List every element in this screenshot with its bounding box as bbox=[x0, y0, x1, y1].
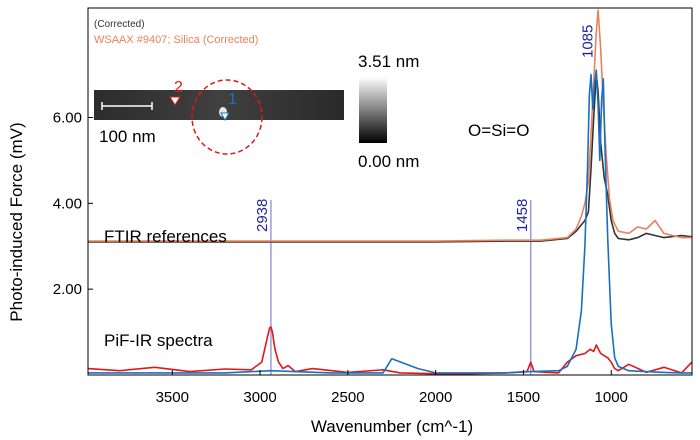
highlight-circle bbox=[191, 79, 263, 155]
series-layer bbox=[87, 9, 693, 375]
series-line-3 bbox=[88, 69, 692, 374]
x-tick-label: 2500 bbox=[331, 389, 364, 406]
colorbar-max-label: 3.51 nm bbox=[358, 52, 419, 71]
x-tick-label: 3500 bbox=[156, 389, 189, 406]
afm-inset: 2 1 100 nm 3.51 nm 0.00 nm bbox=[94, 52, 419, 171]
marker-2-label: 2 bbox=[174, 79, 183, 96]
y-tick-label: 2.00 bbox=[53, 281, 82, 298]
plot-frame bbox=[87, 7, 693, 376]
height-colorbar bbox=[359, 77, 387, 143]
annotation-ftir-references: FTIR references bbox=[104, 227, 227, 246]
colorbar-min-label: 0.00 nm bbox=[358, 152, 419, 171]
marker-2-triangle bbox=[169, 96, 181, 106]
legend-entry-1: WSAAX #9407; Silica (Corrected) bbox=[94, 34, 258, 46]
series-line-0 bbox=[88, 73, 693, 243]
marker-1-label: 1 bbox=[228, 91, 237, 108]
tick-layer: 3500 3000 2500 2000 1500 1000 2.00 4.00 6.00 bbox=[53, 109, 628, 406]
peak-marker-label: 2938 bbox=[254, 199, 271, 232]
scale-bar-label: 100 nm bbox=[99, 127, 156, 146]
x-axis-label: Wavenumber (cm^-1) bbox=[311, 417, 473, 436]
marker-1-triangle bbox=[220, 112, 230, 122]
x-tick-label: 1000 bbox=[595, 389, 628, 406]
y-tick-label: 6.00 bbox=[53, 109, 82, 126]
annotation-pif-ir-spectra: PiF-IR spectra bbox=[104, 331, 213, 350]
series-line-1 bbox=[88, 9, 692, 242]
x-tick-label: 3000 bbox=[243, 389, 276, 406]
x-tick-label: 2000 bbox=[419, 389, 452, 406]
x-tick-label: 1500 bbox=[507, 389, 540, 406]
y-tick-label: 4.00 bbox=[53, 195, 82, 212]
peak-marker-label: 1085 bbox=[579, 25, 596, 58]
y-axis-label: Photo-induced Force (mV) bbox=[7, 122, 26, 321]
marker-layer: 2938 1458 1085 bbox=[254, 25, 596, 375]
peak-marker-label: 1458 bbox=[514, 199, 531, 232]
annotation-o-si-o: O=Si=O bbox=[468, 121, 529, 140]
afm-image bbox=[94, 90, 344, 120]
legend-entry-0: (Corrected) bbox=[94, 19, 145, 30]
